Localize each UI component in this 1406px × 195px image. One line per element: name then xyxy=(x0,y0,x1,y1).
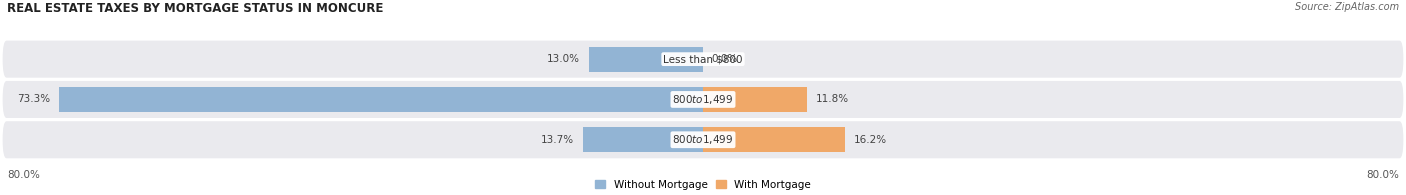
FancyBboxPatch shape xyxy=(3,121,1403,158)
Text: 80.0%: 80.0% xyxy=(1367,170,1399,180)
Text: 11.8%: 11.8% xyxy=(815,94,849,105)
Text: Source: ZipAtlas.com: Source: ZipAtlas.com xyxy=(1295,2,1399,12)
FancyBboxPatch shape xyxy=(3,41,1403,78)
Text: 16.2%: 16.2% xyxy=(855,135,887,145)
Text: 0.0%: 0.0% xyxy=(711,54,738,64)
Text: Less than $800: Less than $800 xyxy=(664,54,742,64)
Text: 13.7%: 13.7% xyxy=(541,135,574,145)
Text: REAL ESTATE TAXES BY MORTGAGE STATUS IN MONCURE: REAL ESTATE TAXES BY MORTGAGE STATUS IN … xyxy=(7,2,384,15)
Bar xyxy=(703,87,807,112)
Bar xyxy=(59,87,703,112)
Text: 13.0%: 13.0% xyxy=(547,54,581,64)
Bar xyxy=(582,127,703,152)
Text: $800 to $1,499: $800 to $1,499 xyxy=(672,93,734,106)
Text: $800 to $1,499: $800 to $1,499 xyxy=(672,133,734,146)
Text: 80.0%: 80.0% xyxy=(7,170,39,180)
Text: 73.3%: 73.3% xyxy=(17,94,51,105)
Legend: Without Mortgage, With Mortgage: Without Mortgage, With Mortgage xyxy=(595,180,811,190)
Bar xyxy=(589,47,703,72)
FancyBboxPatch shape xyxy=(3,81,1403,118)
Bar xyxy=(703,127,845,152)
